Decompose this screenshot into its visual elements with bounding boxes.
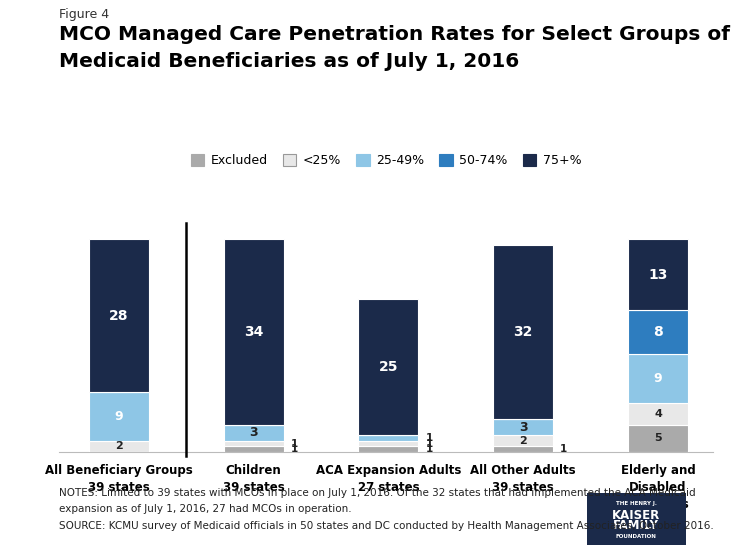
Bar: [89, 441, 148, 452]
Text: 5: 5: [654, 433, 662, 443]
Text: 1: 1: [426, 444, 433, 454]
Text: 28: 28: [109, 309, 129, 323]
Text: Medicaid Beneficiaries as of July 1, 2016: Medicaid Beneficiaries as of July 1, 201…: [59, 52, 519, 71]
Text: 32: 32: [514, 325, 533, 339]
Bar: [223, 240, 284, 425]
Bar: [359, 435, 418, 441]
Text: 9: 9: [653, 372, 662, 385]
Bar: [359, 299, 418, 435]
Text: MCO Managed Care Penetration Rates for Select Groups of: MCO Managed Care Penetration Rates for S…: [59, 25, 730, 44]
Bar: [359, 441, 418, 446]
Bar: [628, 240, 688, 310]
Bar: [628, 354, 688, 403]
Text: THE HENRY J.: THE HENRY J.: [616, 501, 656, 506]
Text: 4: 4: [654, 409, 662, 419]
Text: 1: 1: [290, 439, 298, 449]
Text: KAISER: KAISER: [612, 509, 660, 522]
Text: 8: 8: [653, 325, 663, 339]
Bar: [223, 446, 284, 452]
Bar: [89, 240, 148, 392]
Text: 1: 1: [426, 439, 433, 449]
Text: 3: 3: [519, 421, 528, 434]
Text: NOTES: Limited to 39 states with MCOs in place on July 1, 2016. Of the 32 states: NOTES: Limited to 39 states with MCOs in…: [59, 488, 695, 498]
Text: 1: 1: [426, 433, 433, 443]
Text: 25: 25: [379, 360, 398, 375]
Text: SOURCE: KCMU survey of Medicaid officials in 50 states and DC conducted by Healt: SOURCE: KCMU survey of Medicaid official…: [59, 521, 714, 531]
Text: Figure 4: Figure 4: [59, 8, 109, 21]
Text: 34: 34: [244, 325, 263, 339]
Text: 13: 13: [648, 268, 667, 282]
Text: 1: 1: [290, 444, 298, 454]
Bar: [493, 435, 553, 446]
Text: 1: 1: [560, 444, 567, 454]
Text: expansion as of July 1, 2016, 27 had MCOs in operation.: expansion as of July 1, 2016, 27 had MCO…: [59, 504, 351, 514]
Text: 2: 2: [115, 441, 123, 451]
Bar: [493, 245, 553, 419]
Bar: [89, 392, 148, 441]
Bar: [223, 425, 284, 441]
Bar: [223, 441, 284, 446]
Bar: [628, 310, 688, 354]
Legend: Excluded, <25%, 25-49%, 50-74%, 75+%: Excluded, <25%, 25-49%, 50-74%, 75+%: [185, 149, 587, 172]
Text: 2: 2: [520, 436, 527, 446]
Bar: [493, 446, 553, 452]
Text: 9: 9: [115, 410, 123, 423]
Bar: [359, 446, 418, 452]
Text: FOUNDATION: FOUNDATION: [616, 533, 656, 538]
Text: 3: 3: [249, 426, 258, 439]
Bar: [628, 403, 688, 425]
Bar: [493, 419, 553, 435]
Text: FAMILY: FAMILY: [613, 519, 659, 532]
Bar: [628, 425, 688, 452]
